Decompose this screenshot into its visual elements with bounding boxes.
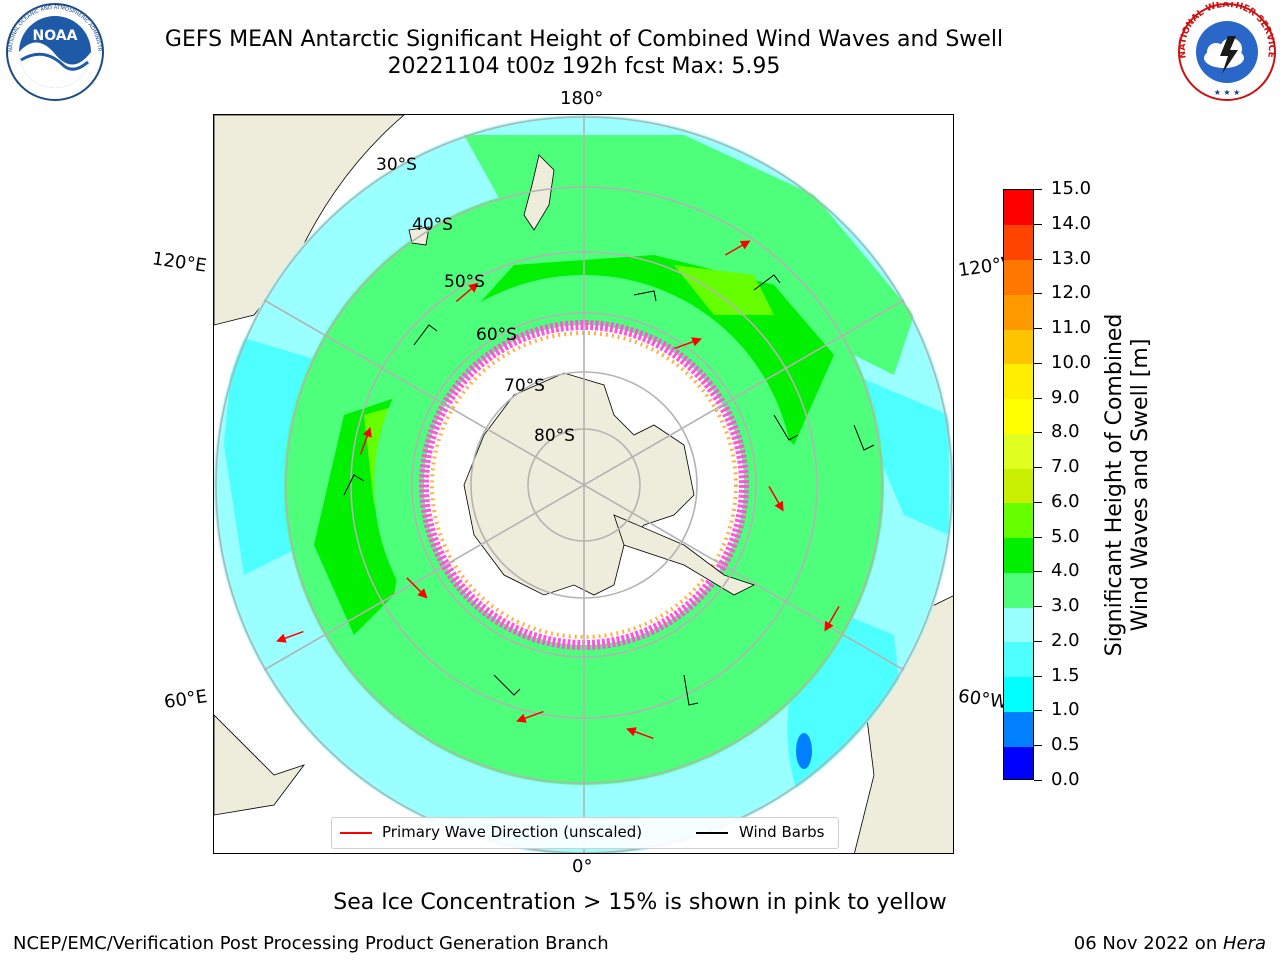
colorbar-segment bbox=[1004, 224, 1033, 260]
colorbar-segment bbox=[1004, 641, 1033, 678]
credit-text: NCEP/EMC/Verification Post Processing Pr… bbox=[13, 933, 609, 954]
colorbar-tick-label: 3.0 bbox=[1051, 595, 1080, 617]
noaa-text: NOAA bbox=[33, 28, 78, 44]
colorbar-segment bbox=[1004, 537, 1033, 573]
colorbar-tick-label: 11.0 bbox=[1051, 317, 1092, 339]
colorbar-tick-label: 5.0 bbox=[1051, 525, 1080, 547]
lon-label-120e: 120°E bbox=[150, 248, 208, 277]
land-antarctica bbox=[463, 372, 695, 596]
colorbar-tick bbox=[1034, 780, 1042, 781]
colorbar-tick-label: 9.0 bbox=[1051, 386, 1080, 408]
colorbar-tick-label: 2.0 bbox=[1051, 629, 1080, 651]
colorbar-tick-label: 6.0 bbox=[1051, 490, 1080, 512]
colorbar-tick bbox=[1034, 467, 1042, 469]
colorbar-segment bbox=[1004, 572, 1033, 608]
colorbar bbox=[1003, 189, 1034, 780]
colorbar-tick-label: 15.0 bbox=[1051, 178, 1092, 199]
colorbar-tick bbox=[1034, 606, 1042, 608]
map-frame[interactable]: 30°S 40°S 50°S 60°S 70°S 80°S bbox=[213, 114, 954, 854]
colorbar-tick bbox=[1034, 189, 1042, 190]
colorbar-segment bbox=[1004, 329, 1033, 365]
colorbar-tick-label: 4.0 bbox=[1051, 560, 1080, 582]
chart-title: GEFS MEAN Antarctic Significant Height o… bbox=[164, 27, 1004, 52]
lat-label-30s: 30°S bbox=[376, 155, 417, 175]
colorbar-tick-label: 1.0 bbox=[1051, 699, 1080, 721]
colorbar-segment bbox=[1004, 676, 1033, 712]
colorbar-tick-label: 13.0 bbox=[1051, 247, 1092, 269]
colorbar-segment bbox=[1004, 190, 1033, 226]
wind-barbs bbox=[343, 274, 875, 706]
graticule bbox=[215, 115, 953, 853]
legend-label-wind: Wind Barbs bbox=[739, 823, 825, 841]
chart-subtitle: 20221104 t00z 192h fcst Max: 5.95 bbox=[387, 54, 781, 79]
colorbar-tick bbox=[1034, 223, 1042, 225]
colorbar-segment bbox=[1004, 502, 1033, 539]
colorbar-tick-label: 12.0 bbox=[1051, 282, 1092, 304]
lon-label-0: 0° bbox=[572, 856, 593, 877]
colorbar-tick-label: 8.0 bbox=[1051, 421, 1080, 443]
wave-band-5m bbox=[674, 265, 774, 315]
colorbar-segment bbox=[1004, 711, 1033, 747]
legend-swatch-primary bbox=[340, 832, 372, 834]
legend: Primary Wave Direction (unscaled) Wind B… bbox=[331, 817, 839, 849]
colorbar-tick bbox=[1034, 501, 1042, 503]
colorbar-tick-label: 0.0 bbox=[1051, 769, 1080, 790]
colorbar-segment bbox=[1004, 746, 1033, 779]
lon-label-180: 180° bbox=[560, 88, 604, 109]
lat-label-80s: 80°S bbox=[534, 426, 575, 446]
wave-region-pacific-east bbox=[854, 375, 949, 535]
colorbar-tick bbox=[1034, 571, 1042, 573]
colorbar-tick-label: 10.0 bbox=[1051, 351, 1092, 373]
colorbar-tick bbox=[1034, 258, 1042, 260]
date-text: 06 Nov 2022 on Hera bbox=[1073, 933, 1266, 954]
colorbar-tick-label: 0.5 bbox=[1051, 734, 1080, 756]
colorbar-tick bbox=[1034, 675, 1042, 677]
colorbar-tick bbox=[1034, 432, 1042, 434]
land-southern-africa bbox=[214, 714, 306, 816]
colorbar-tick-label: 7.0 bbox=[1051, 456, 1080, 478]
colorbar-tick bbox=[1034, 362, 1042, 364]
svg-text:★ ★ ★: ★ ★ ★ bbox=[1214, 88, 1241, 97]
colorbar-segment bbox=[1004, 433, 1033, 469]
lon-label-60w: 60°W bbox=[956, 685, 1009, 714]
land-new-zealand bbox=[523, 154, 555, 231]
polar-map: 30°S 40°S 50°S 60°S 70°S 80°S bbox=[214, 115, 953, 853]
noaa-logo: NOAA NATIONAL OCEANIC AND ATMOSPHERIC AD… bbox=[4, 2, 104, 101]
colorbar-segment bbox=[1004, 294, 1033, 330]
lat-label-50s: 50°S bbox=[444, 272, 485, 292]
colorbar-segment bbox=[1004, 607, 1033, 643]
colorbar-tick bbox=[1034, 293, 1042, 295]
lat-label-70s: 70°S bbox=[504, 376, 545, 396]
colorbar-tick bbox=[1034, 640, 1042, 642]
lon-label-60e: 60°E bbox=[162, 686, 209, 713]
colorbar-tick-label: 1.5 bbox=[1051, 664, 1080, 686]
lat-label-40s: 40°S bbox=[412, 215, 453, 235]
wave-arrows bbox=[276, 240, 840, 740]
colorbar-tick bbox=[1034, 745, 1042, 747]
colorbar-segment bbox=[1004, 398, 1033, 434]
wave-region-low bbox=[796, 733, 812, 769]
colorbar-tick-label: 14.0 bbox=[1051, 212, 1092, 234]
colorbar-tick bbox=[1034, 397, 1042, 399]
colorbar-tick bbox=[1034, 710, 1042, 712]
colorbar-tick bbox=[1034, 328, 1042, 330]
sea-ice-note: Sea Ice Concentration > 15% is shown in … bbox=[333, 890, 947, 915]
nws-logo: NATIONAL WEATHER SERVICE ★ ★ ★ bbox=[1178, 2, 1276, 101]
legend-swatch-wind bbox=[696, 832, 728, 834]
colorbar-segment bbox=[1004, 468, 1033, 504]
lat-label-60s: 60°S bbox=[476, 325, 517, 345]
colorbar-label: Significant Height of Combined Wind Wave… bbox=[1102, 313, 1153, 657]
legend-label-primary: Primary Wave Direction (unscaled) bbox=[382, 823, 643, 841]
land-antarctic-peninsula bbox=[613, 514, 756, 596]
colorbar-segment bbox=[1004, 259, 1033, 295]
colorbar-tick bbox=[1034, 536, 1042, 538]
colorbar-segment bbox=[1004, 363, 1033, 400]
